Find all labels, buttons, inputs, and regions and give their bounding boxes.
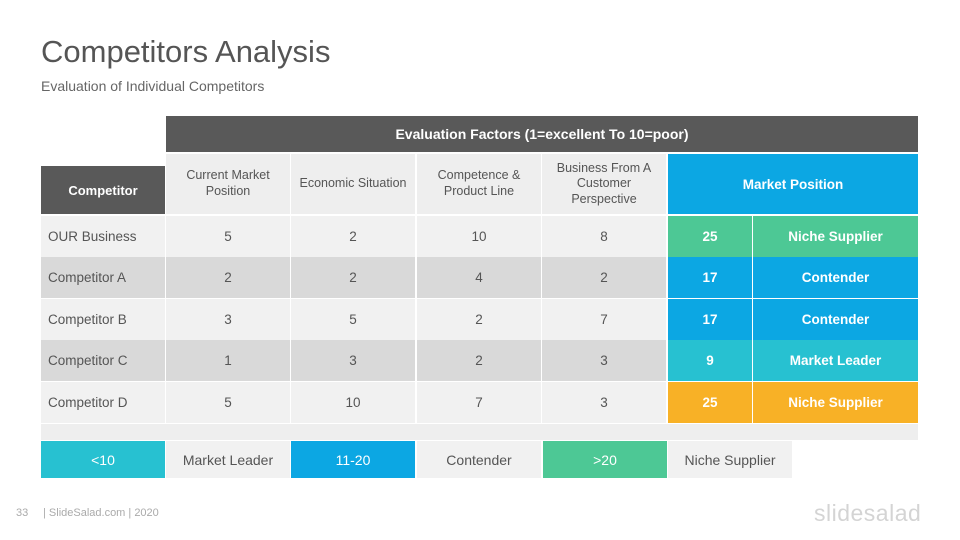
market-position-cell: Niche Supplier — [753, 216, 918, 257]
table-footer-strip — [41, 424, 918, 440]
factor-score-cell: 5 — [166, 382, 290, 423]
factor-score-cell: 3 — [166, 299, 290, 340]
table-row: Competitor D 5 10 7 3 25 Niche Supplier — [41, 382, 918, 423]
market-position-cell: Contender — [753, 299, 918, 340]
factor-score-cell: 2 — [417, 340, 541, 381]
competitor-name: OUR Business — [41, 216, 165, 257]
factor-score-cell: 2 — [417, 299, 541, 340]
table-row: Competitor A 2 2 4 2 17 Contender — [41, 257, 918, 298]
factor-score-cell: 10 — [291, 382, 415, 423]
factor-score-cell: 1 — [166, 340, 290, 381]
table-row: OUR Business 5 2 10 8 25 Niche Supplier — [41, 216, 918, 257]
factor-score-cell: 10 — [417, 216, 541, 257]
factor-header-economic-situation: Economic Situation — [291, 154, 415, 214]
factor-score-cell: 3 — [542, 340, 666, 381]
factor-header-market-position: Current Market Position — [166, 154, 290, 214]
footer-credit: | SlideSalad.com | 2020 — [43, 507, 159, 519]
competitor-name: Competitor C — [41, 340, 165, 381]
factor-score-cell: 8 — [542, 216, 666, 257]
factor-score-cell: 4 — [417, 257, 541, 298]
legend-range-contender: 11-20 — [291, 441, 415, 478]
factor-score-cell: 7 — [417, 382, 541, 423]
slidesalad-logo: slidesalad — [814, 500, 922, 526]
factor-score-cell: 3 — [542, 382, 666, 423]
total-score-cell: 9 — [668, 340, 752, 381]
legend-range-niche-supplier: >20 — [543, 441, 667, 478]
total-score-cell: 25 — [668, 216, 752, 257]
competitor-name: Competitor B — [41, 299, 165, 340]
competitor-name: Competitor A — [41, 257, 165, 298]
factor-score-cell: 5 — [166, 216, 290, 257]
factor-header-competence: Competence & Product Line — [417, 154, 541, 214]
total-score-cell: 17 — [668, 299, 752, 340]
market-position-header: Market Position — [668, 154, 918, 214]
factor-score-cell: 2 — [166, 257, 290, 298]
legend-label-niche-supplier: Niche Supplier — [668, 441, 792, 478]
factor-score-cell: 3 — [291, 340, 415, 381]
legend-label-contender: Contender — [417, 441, 541, 478]
page-subtitle: Evaluation of Individual Competitors — [41, 78, 265, 94]
market-position-cell: Market Leader — [753, 340, 918, 381]
table-row: Competitor B 3 5 2 7 17 Contender — [41, 299, 918, 340]
total-score-cell: 17 — [668, 257, 752, 298]
competitor-name: Competitor D — [41, 382, 165, 423]
factor-score-cell: 2 — [291, 257, 415, 298]
total-score-cell: 25 — [668, 382, 752, 423]
page-number: 33 — [16, 507, 29, 519]
factor-score-cell: 2 — [542, 257, 666, 298]
factor-score-cell: 5 — [291, 299, 415, 340]
factor-score-cell: 2 — [291, 216, 415, 257]
factor-header-customer-perspective: Business From A Customer Perspective — [542, 154, 666, 214]
legend-range-market-leader: <10 — [41, 441, 165, 478]
factor-score-cell: 7 — [542, 299, 666, 340]
market-position-cell: Niche Supplier — [753, 382, 918, 423]
legend-label-market-leader: Market Leader — [166, 441, 290, 478]
competitor-column-header: Competitor — [41, 166, 165, 214]
page-title: Competitors Analysis — [41, 34, 331, 69]
evaluation-factors-header: Evaluation Factors (1=excellent To 10=po… — [166, 116, 918, 152]
table-row: Competitor C 1 3 2 3 9 Market Leader — [41, 340, 918, 381]
market-position-cell: Contender — [753, 257, 918, 298]
